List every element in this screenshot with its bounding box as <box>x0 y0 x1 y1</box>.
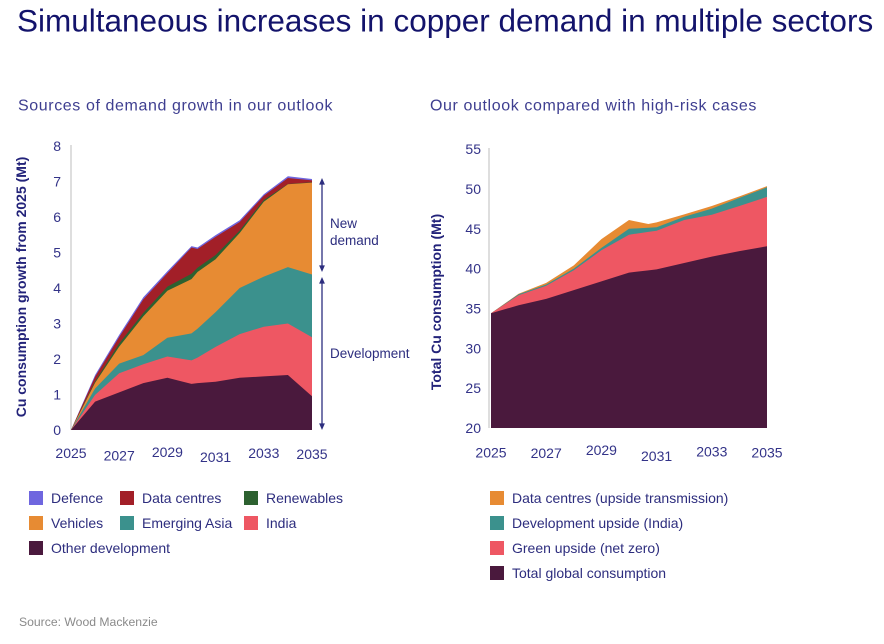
svg-text:0: 0 <box>53 422 61 438</box>
svg-text:Data centres (upside transmiss: Data centres (upside transmission) <box>512 490 728 506</box>
svg-text:1: 1 <box>53 387 61 403</box>
svg-text:Renewables: Renewables <box>266 490 343 506</box>
svg-text:Cu consumption growth from 202: Cu consumption growth from 2025 (Mt) <box>13 157 29 418</box>
svg-text:2035: 2035 <box>751 445 782 461</box>
svg-text:2027: 2027 <box>531 445 562 461</box>
svg-text:2031: 2031 <box>641 448 672 464</box>
svg-text:Source: Wood Mackenzie: Source: Wood Mackenzie <box>19 615 158 629</box>
svg-text:Sources of demand growth in ou: Sources of demand growth in our outlook <box>18 98 334 115</box>
svg-text:20: 20 <box>465 420 481 436</box>
svg-text:2: 2 <box>53 351 61 367</box>
svg-text:Simultaneous increases in copp: Simultaneous increases in copper demand … <box>17 3 873 39</box>
svg-text:30: 30 <box>465 340 481 356</box>
svg-text:Green upside (net zero): Green upside (net zero) <box>512 540 660 556</box>
svg-text:2031: 2031 <box>200 449 231 465</box>
svg-text:3: 3 <box>53 316 61 332</box>
svg-text:demand: demand <box>330 233 379 248</box>
svg-text:Total Cu consumption (Mt): Total Cu consumption (Mt) <box>428 214 444 390</box>
svg-text:55: 55 <box>465 141 481 157</box>
svg-text:New: New <box>330 216 357 231</box>
svg-text:Vehicles: Vehicles <box>51 515 103 531</box>
svg-text:Total global consumption: Total global consumption <box>512 565 666 581</box>
svg-text:8: 8 <box>53 138 61 154</box>
svg-text:6: 6 <box>53 209 61 225</box>
svg-text:50: 50 <box>465 181 481 197</box>
svg-text:45: 45 <box>465 221 481 237</box>
svg-text:Emerging Asia: Emerging Asia <box>142 515 232 531</box>
svg-text:40: 40 <box>465 261 481 277</box>
svg-text:2035: 2035 <box>296 446 327 462</box>
svg-text:2029: 2029 <box>586 442 617 458</box>
svg-text:2025: 2025 <box>475 445 506 461</box>
svg-text:2033: 2033 <box>696 444 727 460</box>
svg-text:India: India <box>266 515 297 531</box>
svg-text:5: 5 <box>53 245 61 261</box>
svg-text:Development: Development <box>330 346 410 361</box>
svg-text:35: 35 <box>465 300 481 316</box>
svg-text:Other development: Other development <box>51 540 170 556</box>
svg-text:2025: 2025 <box>55 445 86 461</box>
svg-text:Development upside (India): Development upside (India) <box>512 515 683 531</box>
svg-text:4: 4 <box>53 280 61 296</box>
svg-text:2029: 2029 <box>152 444 183 460</box>
svg-text:Our outlook compared with high: Our outlook compared with high-risk case… <box>430 98 757 115</box>
svg-text:25: 25 <box>465 380 481 396</box>
svg-text:Data centres: Data centres <box>142 490 221 506</box>
svg-text:7: 7 <box>53 174 61 190</box>
svg-text:Defence: Defence <box>51 490 103 506</box>
svg-text:2027: 2027 <box>104 448 135 464</box>
svg-text:2033: 2033 <box>248 445 279 461</box>
